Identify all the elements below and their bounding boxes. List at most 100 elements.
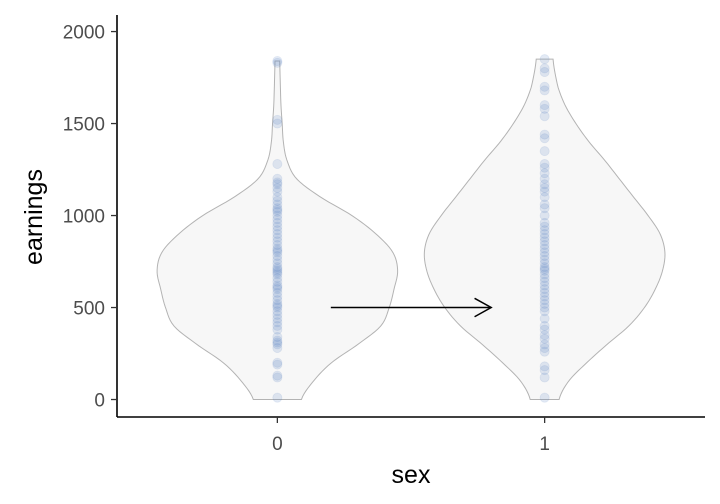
data-point bbox=[539, 81, 550, 92]
data-point bbox=[539, 162, 550, 173]
data-point bbox=[539, 243, 550, 254]
data-point bbox=[539, 133, 550, 144]
y-tick-label: 500 bbox=[73, 299, 105, 320]
y-tick-label: 1500 bbox=[63, 115, 105, 136]
data-point bbox=[539, 276, 550, 287]
data-point bbox=[272, 263, 283, 274]
data-point bbox=[272, 251, 283, 262]
data-point bbox=[272, 186, 283, 197]
data-point bbox=[272, 302, 283, 313]
data-point bbox=[272, 269, 283, 280]
data-point bbox=[272, 309, 283, 320]
data-point bbox=[272, 298, 283, 309]
data-point bbox=[272, 221, 283, 232]
data-point bbox=[539, 203, 550, 214]
data-point bbox=[539, 232, 550, 243]
data-point bbox=[539, 129, 550, 140]
data-point bbox=[539, 298, 550, 309]
data-point bbox=[539, 173, 550, 184]
data-point bbox=[539, 392, 550, 403]
data-point bbox=[272, 359, 283, 370]
data-point bbox=[539, 239, 550, 250]
data-point bbox=[272, 210, 283, 221]
data-point bbox=[272, 55, 283, 66]
y-axis-title: earnings bbox=[20, 169, 48, 265]
data-point bbox=[272, 317, 283, 328]
data-point bbox=[539, 251, 550, 262]
data-point bbox=[272, 203, 283, 214]
data-point bbox=[272, 206, 283, 217]
data-point bbox=[272, 236, 283, 247]
data-point bbox=[272, 258, 283, 269]
data-point bbox=[272, 228, 283, 239]
data-point bbox=[539, 330, 550, 341]
data-point bbox=[539, 284, 550, 295]
data-point bbox=[272, 267, 283, 278]
data-point bbox=[539, 182, 550, 193]
data-point bbox=[272, 177, 283, 188]
data-point bbox=[539, 302, 550, 313]
data-point bbox=[539, 168, 550, 179]
data-point bbox=[539, 320, 550, 331]
y-ticks: 0 500 1000 1500 2000 bbox=[63, 23, 117, 412]
data-point bbox=[272, 295, 283, 306]
data-point bbox=[272, 118, 283, 129]
data-point bbox=[272, 265, 283, 276]
data-point bbox=[539, 291, 550, 302]
data-point bbox=[539, 236, 550, 247]
data-point bbox=[272, 357, 283, 368]
data-point bbox=[539, 85, 550, 96]
x-tick-label: 1 bbox=[539, 434, 550, 455]
data-point bbox=[539, 263, 550, 274]
data-point bbox=[272, 280, 283, 291]
data-point bbox=[539, 365, 550, 376]
data-point bbox=[272, 372, 283, 383]
data-point bbox=[539, 217, 550, 228]
data-point bbox=[272, 243, 283, 254]
data-point bbox=[539, 324, 550, 335]
data-point bbox=[272, 214, 283, 225]
violins-layer bbox=[156, 58, 666, 401]
data-point bbox=[272, 343, 283, 354]
arrow-head bbox=[474, 297, 493, 318]
data-point bbox=[539, 258, 550, 269]
data-point bbox=[539, 313, 550, 324]
data-point bbox=[272, 217, 283, 228]
data-point bbox=[272, 331, 283, 342]
data-point bbox=[272, 159, 283, 170]
data-point bbox=[272, 173, 283, 184]
data-point bbox=[272, 339, 283, 350]
data-point bbox=[539, 228, 550, 239]
data-point bbox=[272, 337, 283, 348]
data-point bbox=[272, 192, 283, 203]
data-point bbox=[539, 343, 550, 354]
data-point bbox=[539, 346, 550, 357]
y-tick-label: 1000 bbox=[63, 207, 105, 228]
data-point bbox=[272, 392, 283, 403]
data-point bbox=[272, 273, 283, 284]
violin-1 bbox=[423, 58, 666, 401]
points-layer bbox=[272, 54, 550, 403]
data-point bbox=[539, 306, 550, 317]
data-point bbox=[539, 262, 550, 273]
data-point bbox=[539, 361, 550, 372]
data-point bbox=[539, 254, 550, 265]
data-point bbox=[539, 287, 550, 298]
data-point bbox=[272, 282, 283, 293]
data-point bbox=[272, 199, 283, 210]
data-point bbox=[272, 179, 283, 190]
data-point bbox=[272, 239, 283, 250]
data-point bbox=[539, 67, 550, 78]
data-point bbox=[539, 146, 550, 157]
data-point bbox=[539, 186, 550, 197]
data-point bbox=[539, 295, 550, 306]
data-point bbox=[272, 225, 283, 236]
data-point bbox=[539, 111, 550, 122]
data-point bbox=[272, 195, 283, 206]
data-point bbox=[539, 273, 550, 284]
data-point bbox=[539, 372, 550, 383]
data-point bbox=[272, 287, 283, 298]
data-point bbox=[272, 182, 283, 193]
